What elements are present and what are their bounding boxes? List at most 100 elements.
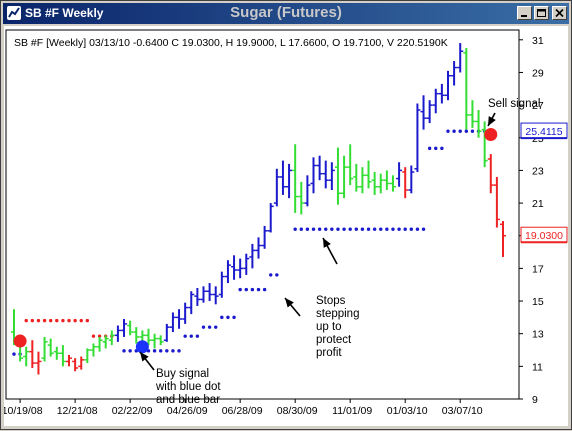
stop-dot (464, 129, 469, 133)
stop-dot (55, 318, 59, 323)
stop-dot (244, 287, 248, 292)
ohlc-bar (328, 162, 335, 191)
ohlc-bar (194, 287, 201, 306)
ohlc-bar (237, 258, 244, 279)
stop-dot (85, 318, 90, 323)
stop-dot (214, 325, 218, 329)
ohlc-bar (396, 162, 403, 187)
minimize-button[interactable] (517, 6, 532, 20)
ohlc-bar (255, 237, 262, 259)
ohlc-bar (347, 144, 354, 186)
stop-dot (183, 334, 187, 338)
ohlc-bar (133, 327, 140, 344)
ohlc-bar (414, 103, 421, 173)
ohlc-bar (96, 336, 103, 352)
stop-dot (226, 315, 230, 320)
ohlc-bar (108, 330, 115, 346)
x-tick-label: 02/22/09 (112, 405, 153, 417)
ohlc-bar (463, 47, 470, 130)
ohlc-bar (72, 358, 79, 372)
x-tick-label: 12/21/08 (57, 405, 98, 417)
chart-area[interactable]: 9111315171921232527293110/19/0812/21/080… (2, 26, 568, 426)
ohlc-bar (224, 260, 231, 284)
maximize-icon (537, 9, 546, 17)
stop-dot (48, 318, 53, 323)
ohlc-bar (176, 309, 183, 329)
ohlc-bar (310, 157, 317, 194)
ohlc-bar (371, 172, 378, 195)
price-tag-label: 25.4115 (525, 126, 562, 138)
stop-dot (446, 129, 450, 133)
x-tick-label: 11/01/09 (332, 405, 372, 417)
ohlc-bar (389, 175, 396, 192)
ohlc-bar (273, 168, 280, 207)
title-bar[interactable]: SB #F Weekly Sugar (Futures) (3, 3, 569, 24)
stop-dot (42, 318, 47, 323)
buy-signal-arrow (139, 351, 155, 371)
stop-dot (24, 318, 28, 323)
ohlc-bar (457, 43, 464, 73)
ohlc-bar (426, 100, 433, 124)
x-tick-label: 01/03/10 (387, 405, 428, 417)
sell-annotation: Sell signal (488, 98, 540, 110)
y-tick-label: 15 (532, 296, 544, 308)
ohlc-bar (451, 61, 458, 86)
buy-signal-dot (135, 340, 149, 354)
stop-dot (256, 287, 261, 292)
ohlc-bar (298, 181, 305, 215)
ohlc-bar (493, 176, 500, 228)
stop-dot (360, 227, 365, 231)
ohlc-bar (438, 83, 445, 104)
stop-dot (372, 227, 377, 231)
stop-dot (324, 227, 328, 231)
ohlc-bar (377, 173, 384, 194)
stops-annotation-line: stepping (316, 308, 359, 320)
ohlc-bar (29, 340, 36, 368)
close-button[interactable] (552, 6, 567, 20)
stop-dot (348, 227, 352, 231)
stops-annotation-line: profit (316, 347, 342, 359)
stop-dot (30, 318, 35, 323)
ohlc-bar (316, 155, 323, 181)
ohlc-bar (286, 163, 293, 199)
ohlc-bar (353, 163, 360, 192)
ohlc-bar (279, 160, 286, 195)
ohlc-bar (182, 302, 189, 324)
ohlc-bar (200, 286, 207, 303)
chart-app-icon (7, 6, 21, 20)
stop-dot (354, 227, 358, 231)
stop-dot (269, 273, 273, 277)
stop-dot (220, 315, 224, 320)
stop-dot (36, 318, 41, 323)
ohlc-bar (35, 351, 42, 375)
x-tick-label: 08/30/09 (277, 405, 318, 417)
ohlc-bar (151, 333, 158, 349)
buy-annotation-line: Buy signal (156, 368, 209, 380)
arrow-head (488, 116, 496, 126)
ohlc-bar (243, 253, 250, 275)
buy-annotation-line: and blue bar (156, 394, 220, 406)
stop-dot (293, 227, 297, 231)
plot-frame (5, 29, 520, 400)
ohlc-bar (359, 167, 366, 194)
ohlc-bar (469, 100, 476, 128)
stops-annotation-line: up to (316, 321, 342, 333)
maximize-button[interactable] (534, 6, 549, 20)
ohlc-bar (212, 286, 219, 305)
ohlc-bar (500, 221, 506, 257)
price-chart[interactable]: 9111315171921232527293110/19/0812/21/080… (2, 26, 568, 426)
ohlc-bar (481, 121, 488, 168)
ohlc-bar (47, 338, 54, 357)
y-tick-label: 13 (532, 329, 544, 341)
ohlc-bar (304, 175, 311, 207)
ohlc-bar (53, 346, 60, 360)
window-title: SB #F Weekly (25, 6, 104, 20)
stop-dot (342, 227, 346, 231)
stop-dot (195, 334, 200, 338)
stop-dot (403, 227, 407, 231)
stop-dot (458, 129, 462, 133)
ohlc-bar (59, 345, 66, 367)
stop-dot (434, 146, 438, 151)
chart-info-line: SB #F [Weekly] 03/13/10 -0.6400 C 19.030… (14, 37, 448, 49)
stop-dot (311, 227, 316, 231)
